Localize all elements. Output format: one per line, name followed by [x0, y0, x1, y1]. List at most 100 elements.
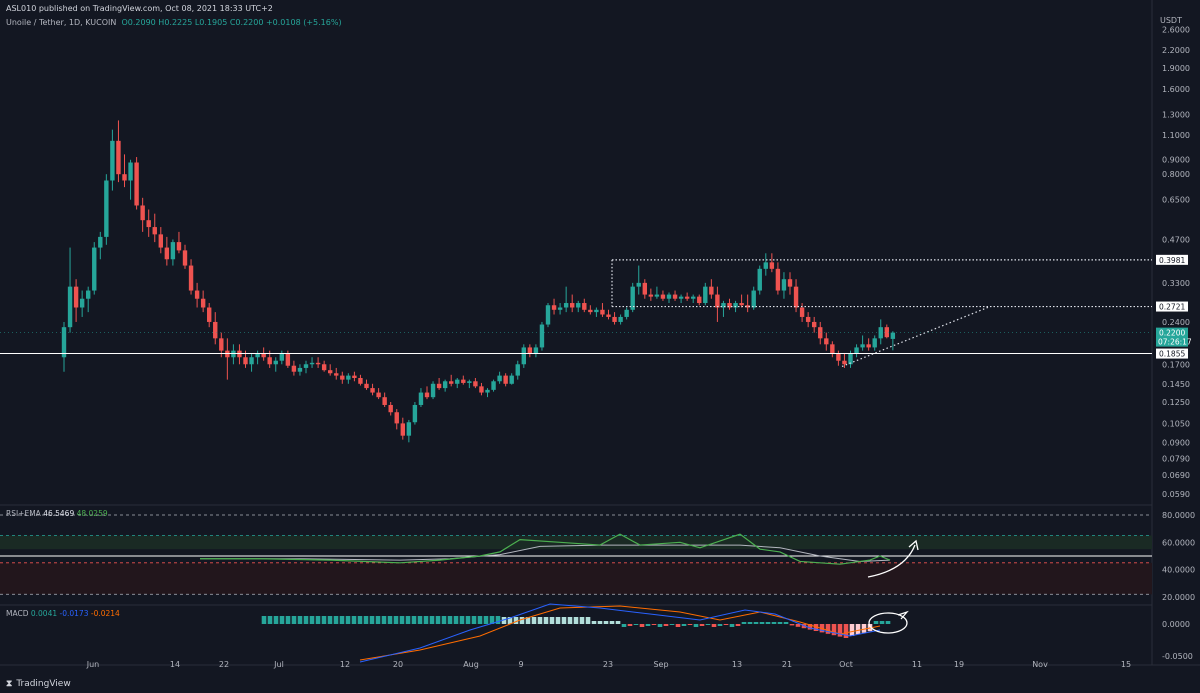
- candle-body: [509, 375, 514, 384]
- y-tick-label: 1.6000: [1162, 85, 1190, 94]
- candle-body: [267, 357, 272, 365]
- candle-body: [594, 309, 599, 313]
- x-tick-label: 13: [732, 660, 742, 669]
- tradingview-logo-icon: ⧗: [6, 679, 13, 689]
- candle-body: [751, 290, 756, 308]
- candle-body: [394, 412, 399, 424]
- y-tick-label: 0.0690: [1162, 471, 1190, 480]
- candle-body: [61, 327, 67, 358]
- rsi-value: 46.5469: [43, 509, 75, 518]
- macd-hist-bar: [363, 616, 369, 624]
- macd-hist-bar: [729, 624, 735, 627]
- candle-body: [824, 338, 829, 345]
- candle-body: [491, 381, 496, 390]
- candle-body: [291, 365, 297, 372]
- macd-hist-bar: [651, 624, 657, 625]
- candle-body: [793, 286, 799, 308]
- macd-hist-bar: [459, 616, 465, 624]
- candle-body: [612, 316, 617, 322]
- candle-body: [340, 375, 345, 380]
- candle-body: [110, 140, 115, 181]
- macd-hist-bar: [855, 624, 861, 635]
- candle-body: [158, 234, 163, 248]
- macd-hist-bar: [873, 621, 879, 624]
- candle-body: [860, 344, 865, 348]
- macd-hist-bar: [441, 616, 447, 624]
- rsi-lower-zone: [0, 562, 1152, 595]
- candle-body: [539, 324, 545, 348]
- candle-body: [709, 286, 714, 295]
- macd-hist-bar: [315, 616, 321, 624]
- macd-hist-bar: [423, 616, 429, 624]
- label-countdown: 07:26:17: [1158, 338, 1192, 347]
- macd-hist-bar: [681, 624, 687, 626]
- ascending-trendline: [841, 305, 991, 368]
- candle-body: [703, 286, 708, 304]
- candle-body: [642, 282, 647, 295]
- candle-body: [727, 303, 732, 308]
- macd-hist-bar: [843, 624, 849, 638]
- y-tick-label: 0.1250: [1162, 398, 1190, 407]
- macd-hist-bar: [495, 616, 501, 624]
- candle-body: [382, 397, 387, 405]
- symbol-legend: Unoile / Tether, 1D, KUCOIN O0.2090 H0.2…: [6, 18, 342, 27]
- rsi-tick-label: 20.0000: [1162, 593, 1195, 602]
- candle-body: [533, 347, 539, 354]
- candle-body: [588, 309, 593, 313]
- candle-body: [279, 353, 284, 361]
- y-tick-label: 0.1050: [1162, 419, 1190, 428]
- label-resistance-mid-box: [1156, 301, 1188, 312]
- label-current: 0.2200: [1159, 329, 1185, 338]
- y-tick-label: 0.2400: [1162, 318, 1190, 327]
- candle-body: [188, 265, 194, 291]
- candle-body: [116, 140, 121, 175]
- candle-body: [86, 290, 91, 299]
- macd-hist-bar: [825, 624, 831, 634]
- macd-hist-bar: [687, 624, 693, 625]
- candle-body: [79, 298, 85, 308]
- macd-hist-bar: [399, 616, 405, 624]
- macd-hist-bar: [837, 624, 843, 637]
- candle-body: [352, 375, 357, 379]
- macd-hist-bar: [777, 622, 783, 624]
- candle-body: [654, 294, 660, 297]
- x-tick-label: 21: [782, 660, 792, 669]
- candle-body: [321, 364, 327, 371]
- x-tick-label: Jun: [86, 660, 100, 669]
- macd-hist-bar: [765, 622, 771, 624]
- candle-body: [170, 242, 176, 260]
- macd-hist-bar: [549, 617, 555, 624]
- candle-body: [334, 373, 339, 376]
- y-tick-label: 0.0590: [1162, 490, 1190, 499]
- publisher-line: ASL010 published on TradingView.com, Oct…: [6, 4, 273, 13]
- candle-body: [479, 386, 484, 393]
- symbol-name: Unoile / Tether, 1D, KUCOIN: [6, 18, 117, 27]
- candle-body: [297, 367, 303, 372]
- candle-body: [890, 332, 896, 339]
- candle-body: [261, 353, 266, 358]
- candle-body: [600, 309, 605, 315]
- macd-hist-bar: [333, 616, 339, 624]
- candle-body: [660, 294, 666, 299]
- candle-body: [648, 294, 654, 297]
- y-tick-label: 0.3300: [1162, 279, 1190, 288]
- macd-signal-value: -0.0214: [90, 609, 120, 618]
- macd-hist-bar: [633, 624, 639, 625]
- macd-hist-bar: [603, 621, 609, 624]
- macd-hist-bar: [483, 616, 489, 624]
- macd-hist-bar: [579, 617, 585, 624]
- candle-body: [733, 303, 738, 308]
- candle-body: [255, 353, 260, 358]
- macd-hist-bar: [519, 617, 525, 624]
- macd-hist-bar: [555, 617, 561, 624]
- candle-body: [485, 389, 490, 393]
- ohlc-values: O0.2090 H0.2225 L0.1905 C0.2200 +0.0108 …: [121, 18, 342, 27]
- macd-hist-bar: [621, 624, 627, 627]
- candle-body: [715, 294, 720, 308]
- macd-hist-bar: [357, 616, 363, 624]
- candle-body: [467, 381, 472, 383]
- macd-hist-bar: [411, 616, 417, 624]
- candle-body: [884, 327, 889, 338]
- x-tick-label: Jul: [273, 660, 284, 669]
- macd-hist-bar: [513, 617, 519, 624]
